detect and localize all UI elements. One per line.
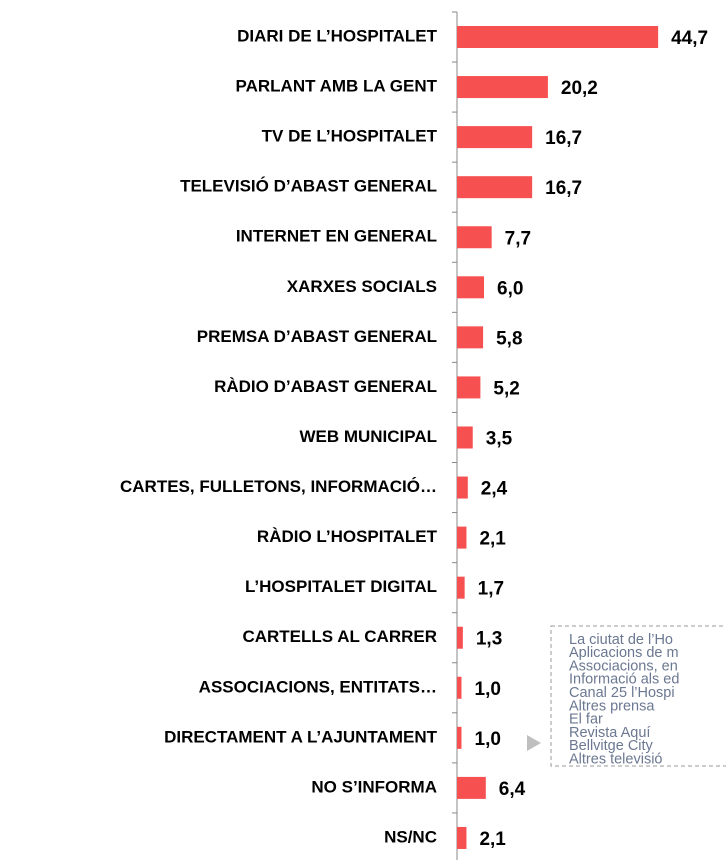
value-label: 1,0	[475, 679, 501, 700]
bar	[457, 626, 463, 649]
value-label: 3,5	[486, 428, 513, 449]
annotation-box	[550, 625, 726, 767]
value-label: 5,2	[493, 378, 519, 399]
bar	[457, 776, 486, 799]
value-label: 20,2	[561, 78, 598, 99]
value-label: 16,7	[545, 128, 582, 149]
category-label: NO S’INFORMA	[311, 777, 437, 796]
annotation-item: Revista Aquí	[569, 725, 650, 741]
category-label: CARTES, FULLETONS, INFORMACIÓ…	[120, 477, 437, 496]
category-label: DIARI DE L’HOSPITALET	[237, 26, 438, 45]
category-label: PARLANT AMB LA GENT	[236, 77, 438, 96]
category-label: XARXES SOCIALS	[287, 277, 437, 296]
annotation-item: Bellvitge City	[569, 738, 654, 754]
bar	[457, 726, 462, 749]
annotation-item: Altres televisió	[569, 752, 662, 768]
category-label: WEB MUNICIPAL	[299, 427, 437, 446]
value-label: 16,7	[545, 178, 582, 199]
value-label: 44,7	[671, 28, 708, 49]
bar	[457, 576, 465, 599]
category-label: RÀDIO L’HOSPITALET	[257, 527, 438, 546]
bar	[457, 826, 467, 849]
bar	[457, 76, 548, 99]
category-label: PREMSA D’ABAST GENERAL	[197, 327, 437, 346]
category-label: TV DE L’HOSPITALET	[262, 127, 438, 146]
bar	[457, 526, 467, 549]
value-label: 1,3	[476, 629, 502, 650]
arrow	[527, 735, 541, 751]
value-label: 5,8	[496, 328, 522, 349]
bar	[457, 476, 468, 499]
annotation-item: Altres prensa	[569, 698, 655, 714]
value-label: 1,0	[475, 729, 501, 750]
value-label: 2,1	[479, 529, 506, 550]
category-label: INTERNET EN GENERAL	[236, 227, 437, 246]
value-label: 1,7	[478, 579, 504, 600]
annotation-item: Informació als ed	[569, 672, 679, 688]
bar	[457, 126, 533, 149]
category-label: RÀDIO D’ABAST GENERAL	[214, 377, 437, 396]
annotation-item: La ciutat de l’Ho	[569, 632, 673, 648]
value-label: 7,7	[505, 228, 531, 249]
category-label: CARTELLS AL CARRER	[242, 627, 437, 646]
category-label: TELEVISIÓ D’ABAST GENERAL	[180, 177, 437, 196]
category-label: NS/NC	[384, 827, 437, 846]
category-label: L’HOSPITALET DIGITAL	[245, 577, 437, 596]
category-label: ASSOCIACIONS, ENTITATS…	[199, 677, 437, 696]
bar	[457, 26, 659, 48]
category-label: DIRECTAMENT A L’AJUNTAMENT	[164, 727, 438, 746]
value-label: 6,4	[499, 779, 526, 800]
annotation-item: Associacions, en	[569, 658, 678, 674]
value-label: 2,4	[481, 479, 508, 500]
bar	[457, 326, 484, 349]
bar	[457, 276, 484, 299]
value-label: 6,0	[497, 278, 523, 299]
annotation-item: Aplicacions de m	[569, 645, 679, 661]
value-label: 2,1	[479, 829, 506, 850]
bar	[457, 376, 481, 399]
bar	[457, 176, 533, 199]
annotation-item: Canal 25 l’Hospi	[569, 685, 675, 701]
bar	[457, 426, 473, 449]
bar	[457, 226, 492, 249]
bar	[457, 676, 462, 699]
annotation-item: El far	[569, 712, 603, 728]
